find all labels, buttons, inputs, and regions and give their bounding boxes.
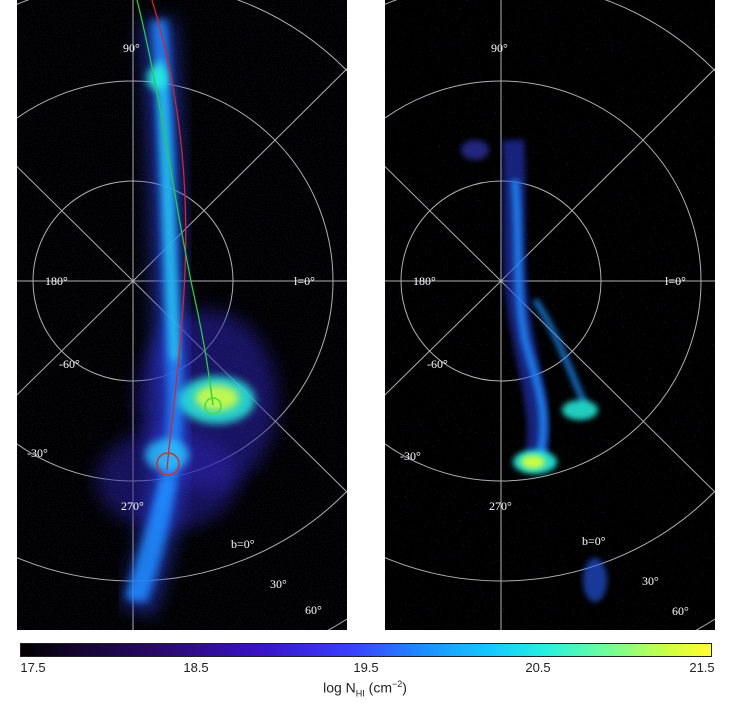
colorbar-label-close: ) [402,679,407,696]
smc-circle [156,452,180,476]
label-bm30: -30° [27,446,48,460]
label-l0: l=0° [665,274,686,288]
colorbar-tick: 20.5 [525,660,551,675]
colorbar [20,643,712,657]
label-bm60: -60° [427,357,448,371]
label-l270: 270° [121,499,144,513]
left-map-panel: 90° 180° l=0° -60° -30° 270° b=0° 30° 60… [17,0,347,630]
hi-emission [17,0,347,630]
colorbar-tick: 21.5 [689,660,715,675]
orbit-track-red [151,0,187,471]
right-map-svg: 90° 180° l=0° -60° -30° 270° b=0° 30° 60… [385,0,715,630]
colorbar-label-exp: −2 [391,679,403,689]
label-l270: 270° [489,499,512,513]
colorbar-label-sub: HI [355,688,365,699]
label-l180: 180° [413,274,436,288]
label-b0: b=0° [231,537,255,551]
right-map-panel: 90° 180° l=0° -60° -30° 270° b=0° 30° 60… [385,0,715,630]
label-l0: l=0° [294,274,315,288]
label-b60: 60° [305,603,322,617]
colorbar-label-main: log N [323,679,356,696]
label-b90: 90° [123,41,140,55]
hi-emission [385,0,715,630]
orbit-track-green [136,0,214,406]
label-b30: 30° [642,574,659,588]
label-b90: 90° [491,41,508,55]
label-b60: 60° [672,604,689,618]
colorbar-tick: 19.5 [353,660,379,675]
colorbar-label-unit: (cm [364,679,392,696]
label-bm60: -60° [59,357,80,371]
label-b0: b=0° [582,534,606,548]
label-l180: 180° [45,274,68,288]
label-b30: 30° [270,577,287,591]
lmc-circle [204,397,222,415]
colorbar-label: log NHI (cm−2) [323,679,407,698]
colorbar-tick: 17.5 [20,660,46,675]
label-bm30: -30° [400,449,421,463]
colorbar-tick: 18.5 [183,660,209,675]
left-map-svg: 90° 180° l=0° -60° -30° 270° b=0° 30° 60… [17,0,347,630]
